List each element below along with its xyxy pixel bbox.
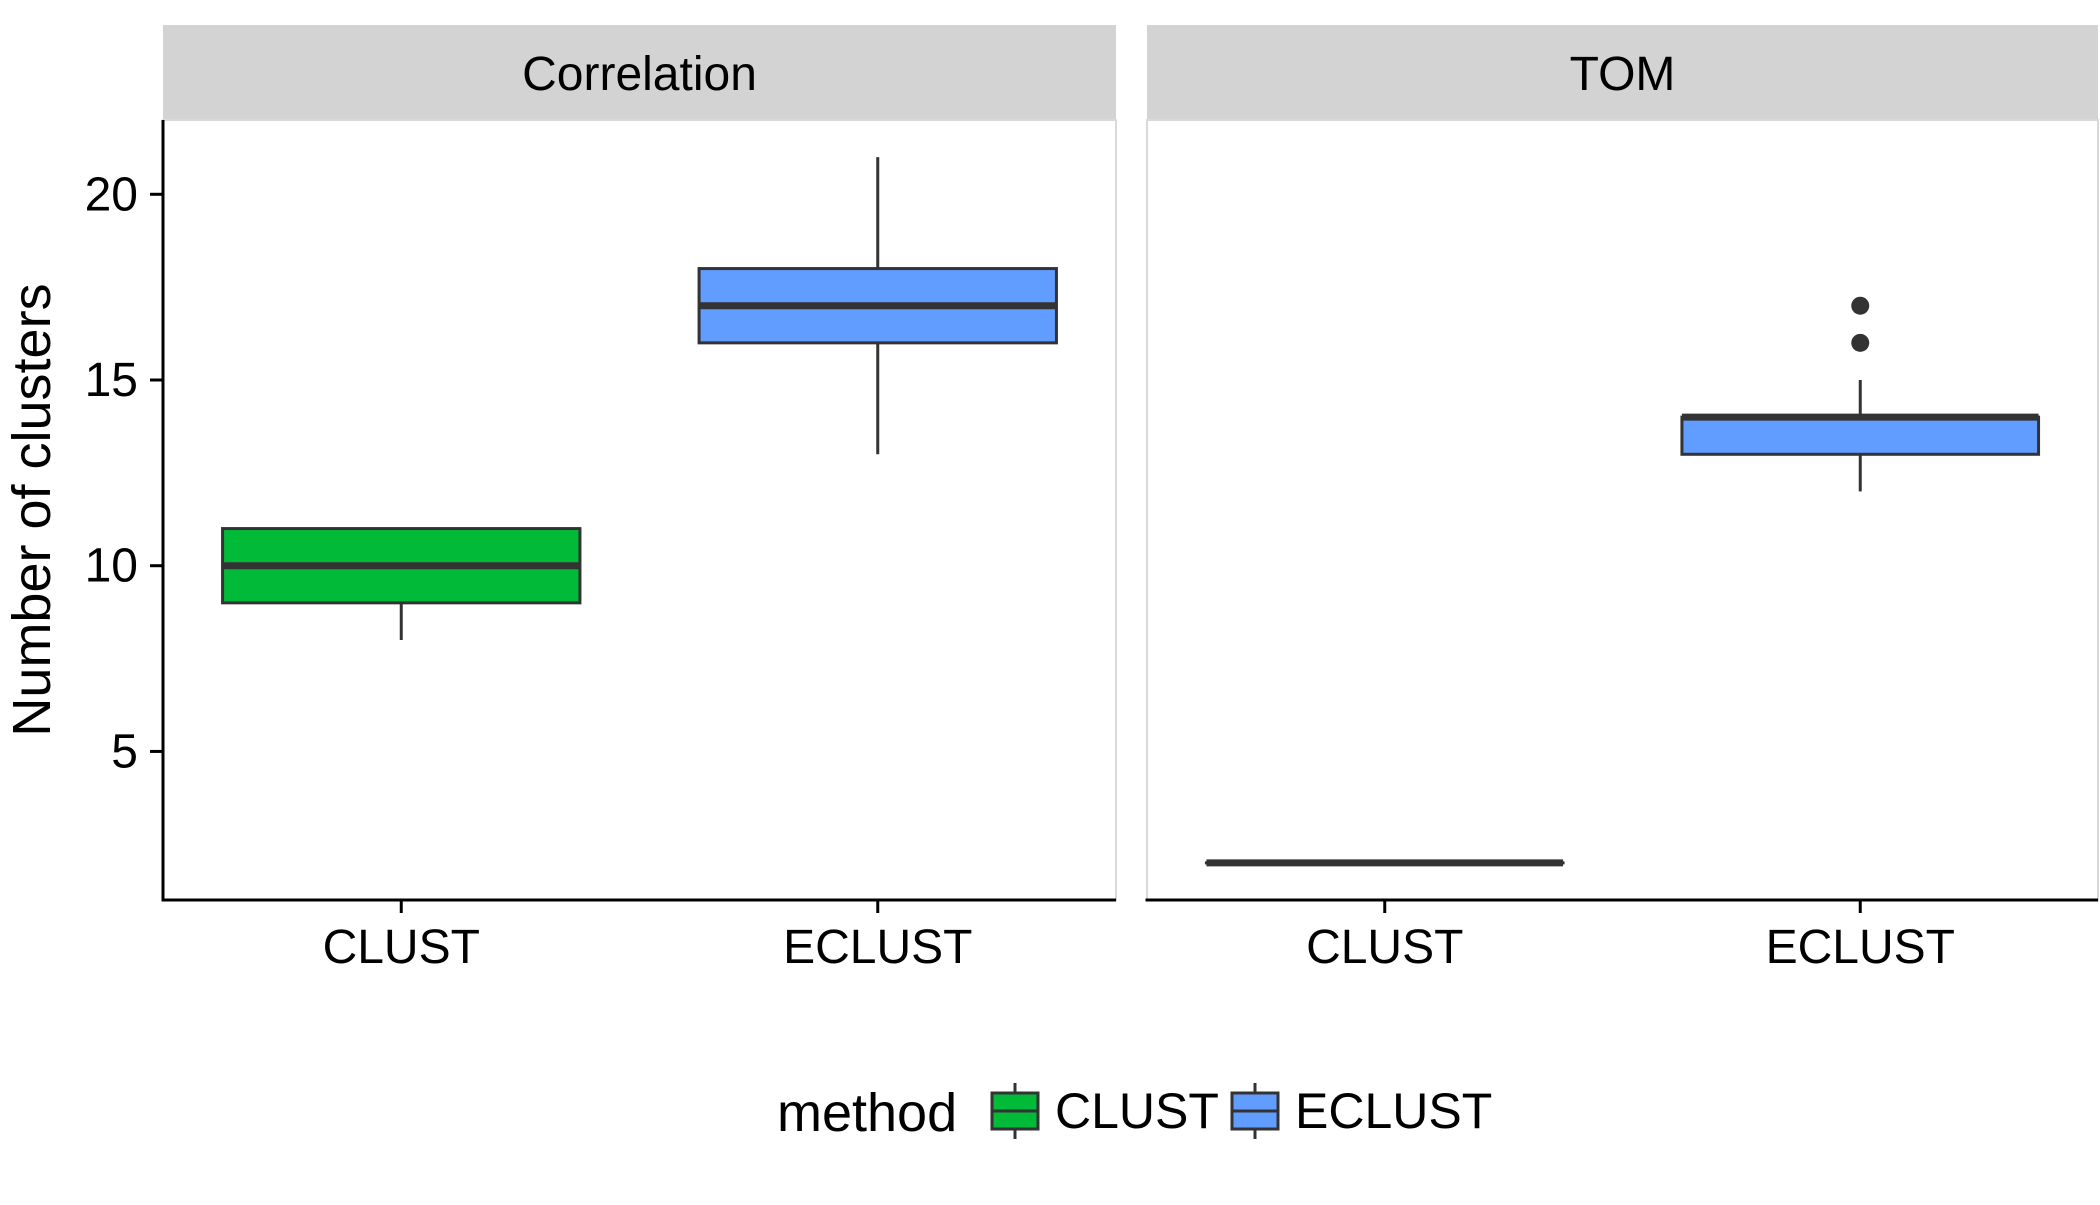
outlier-point xyxy=(1851,297,1869,315)
facet-panel-tom: TOM CLUST ECLUST xyxy=(1146,25,2099,974)
panel-border xyxy=(163,120,1116,900)
box-clust xyxy=(223,529,580,640)
legend-item-eclust: ECLUST xyxy=(1232,1083,1492,1139)
legend-title: method xyxy=(777,1083,957,1143)
box-body xyxy=(1682,417,2039,454)
y-axis-title: Number of clusters xyxy=(2,283,62,736)
facet-strip-label: TOM xyxy=(1570,48,1676,101)
y-tick-label: 20 xyxy=(85,168,138,221)
box-eclust xyxy=(699,157,1056,454)
legend-item-label: CLUST xyxy=(1055,1083,1219,1139)
x-tick-label: CLUST xyxy=(1306,921,1463,974)
legend-item-label: ECLUST xyxy=(1295,1083,1492,1139)
panel-border xyxy=(1147,120,2098,900)
y-tick-label: 10 xyxy=(85,540,138,593)
y-tick-label: 15 xyxy=(85,354,138,407)
facet-panel-correlation: Correlation CLUST ECLUST xyxy=(162,25,1117,974)
x-tick-label: ECLUST xyxy=(783,921,972,974)
facet-strip-label: Correlation xyxy=(522,48,757,101)
box-eclust xyxy=(1682,297,2039,492)
legend: method CLUST ECLUST xyxy=(777,1083,1492,1143)
x-tick-label: ECLUST xyxy=(1766,921,1955,974)
y-tick-label: 5 xyxy=(111,725,138,778)
legend-item-clust: CLUST xyxy=(992,1083,1219,1139)
x-tick-label: CLUST xyxy=(323,921,480,974)
outlier-point xyxy=(1851,334,1869,352)
